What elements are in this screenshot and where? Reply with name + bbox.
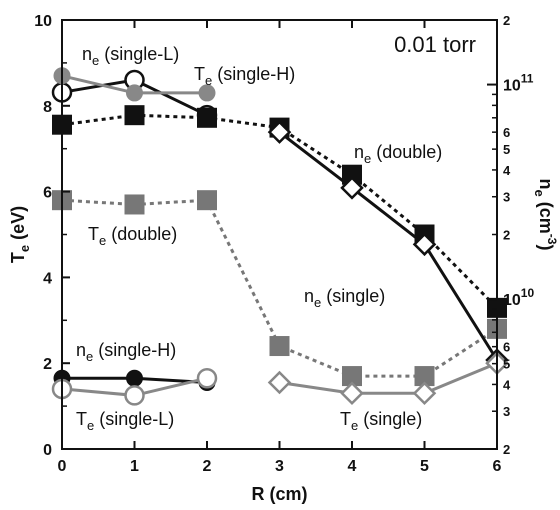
- marker-ne_double: [124, 105, 145, 126]
- series-label-ne_double: ne (double): [354, 142, 442, 166]
- y-left-tick-label: 6: [43, 185, 52, 202]
- y-left-tick-label: 8: [43, 99, 52, 116]
- y-right-major-label: 1010: [503, 286, 534, 309]
- x-axis-title: R (cm): [251, 484, 307, 504]
- marker-ne_single: [267, 120, 292, 144]
- marker-te_single_H: [198, 84, 216, 102]
- marker-te_double: [269, 336, 290, 357]
- x-tick-label: 0: [58, 458, 67, 475]
- series-label-ne_single_H: ne (single-H): [76, 340, 176, 364]
- y-left-axis-title: Te (eV): [8, 206, 32, 263]
- x-tick-label: 5: [420, 458, 429, 475]
- y-right-minor-label: 2: [503, 442, 510, 457]
- marker-te_single_L: [196, 367, 218, 389]
- series-label-te_double: Te (double): [88, 224, 177, 248]
- y-right-minor-label: 5: [503, 142, 510, 157]
- marker-ne_double: [197, 107, 217, 128]
- y-right-minor-label: 4: [503, 377, 511, 392]
- x-tick-label: 1: [130, 458, 139, 475]
- y-right-minor-label: 2: [503, 13, 510, 28]
- y-left-tick-label: 2: [43, 356, 52, 373]
- marker-te_double: [197, 190, 217, 211]
- series-label-te_single_L: Te (single-L): [76, 409, 174, 433]
- y-left-tick-label: 4: [43, 270, 52, 287]
- marker-te_double: [342, 366, 362, 387]
- marker-ne_single: [412, 232, 437, 257]
- y-left-tick-label: 0: [43, 442, 52, 459]
- y-right-major-label: 1011: [503, 72, 534, 95]
- pressure-annotation: 0.01 torr: [394, 32, 476, 57]
- y-right-minor-label: 5: [503, 357, 510, 372]
- x-tick-label: 2: [203, 458, 212, 475]
- y-right-minor-label: 2: [503, 228, 510, 243]
- y-left-tick-label: 10: [34, 13, 52, 30]
- series-line-ne_single: [278, 131, 499, 361]
- y-right-minor-label: 3: [503, 404, 510, 419]
- marker-te_single_L: [124, 385, 145, 406]
- marker-te_single_H: [126, 84, 143, 102]
- marker-te_single: [267, 370, 292, 395]
- series-label-ne_single: ne (single): [304, 286, 385, 310]
- series-label-te_single: Te (single): [340, 409, 422, 433]
- marker-te_double: [414, 366, 435, 387]
- marker-ne_single_H: [126, 369, 143, 387]
- y-right-minor-label: 6: [503, 340, 510, 355]
- series-label-ne_single_L: ne (single-L): [82, 44, 179, 68]
- y-right-minor-label: 4: [503, 163, 511, 178]
- x-tick-label: 6: [493, 458, 502, 475]
- marker-te_single: [412, 381, 437, 405]
- marker-ne_single: [340, 176, 364, 200]
- y-right-axis-title: ne (cm-3): [532, 179, 559, 251]
- y-right-minor-label: 3: [503, 190, 510, 205]
- marker-ne_double: [342, 164, 362, 185]
- series-label-te_single_H: Te (single-H): [194, 64, 295, 88]
- x-tick-label: 3: [275, 458, 284, 475]
- marker-te_double: [124, 194, 145, 215]
- marker-te_single: [340, 381, 364, 405]
- series-line-te_single: [279, 361, 498, 395]
- y-right-minor-label: 6: [503, 125, 510, 140]
- x-tick-label: 4: [348, 458, 357, 475]
